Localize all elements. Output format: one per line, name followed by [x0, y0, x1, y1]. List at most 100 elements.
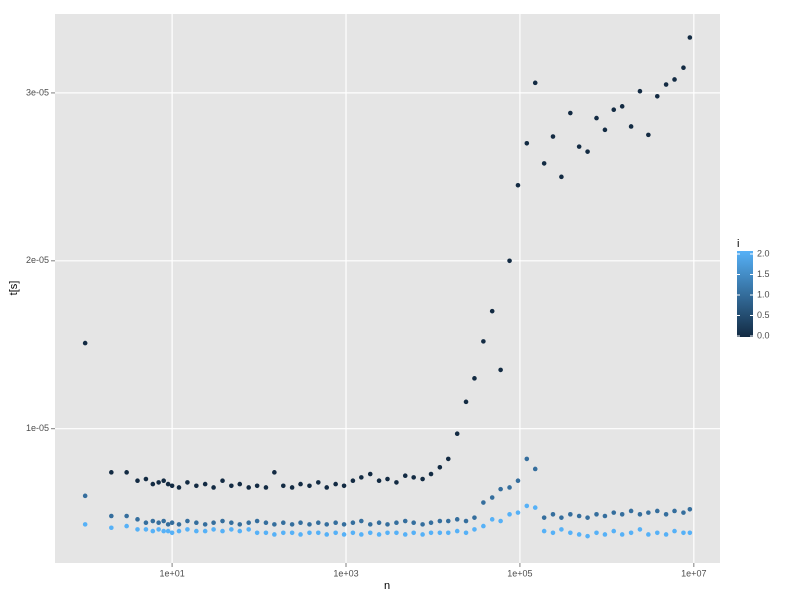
point	[156, 480, 161, 485]
point	[602, 513, 608, 519]
point	[445, 530, 451, 536]
point	[515, 478, 521, 484]
point	[315, 480, 321, 485]
point	[507, 258, 512, 264]
point	[150, 528, 156, 534]
point	[176, 522, 182, 527]
point	[654, 530, 660, 536]
point	[559, 174, 564, 180]
point	[637, 512, 643, 517]
point	[124, 523, 129, 529]
point	[246, 520, 251, 526]
y-axis-title: t[s]	[8, 281, 20, 296]
plot-panel	[55, 14, 720, 563]
point	[402, 532, 408, 537]
point	[394, 530, 399, 536]
point	[498, 518, 503, 524]
point	[315, 520, 321, 526]
point	[541, 161, 547, 166]
point	[165, 522, 171, 527]
point	[176, 485, 182, 490]
point	[341, 522, 347, 527]
point	[263, 520, 269, 526]
point	[489, 495, 495, 500]
point	[672, 528, 677, 534]
series	[82, 456, 693, 527]
legend-label: 0.0	[757, 330, 770, 340]
point	[394, 480, 399, 485]
point	[202, 481, 208, 487]
point	[143, 527, 149, 532]
point	[498, 486, 503, 492]
point	[185, 480, 190, 485]
x-tick-label: 1e+07	[681, 568, 706, 578]
point	[454, 517, 460, 522]
point	[532, 505, 538, 510]
point	[194, 520, 199, 526]
point	[481, 500, 486, 505]
point	[289, 522, 295, 527]
point	[637, 88, 643, 94]
point	[489, 308, 495, 314]
point	[237, 528, 243, 534]
point	[307, 483, 312, 489]
point	[254, 530, 260, 536]
point	[237, 522, 243, 527]
point	[559, 527, 564, 532]
point	[272, 470, 277, 475]
point	[628, 508, 634, 514]
point	[246, 527, 251, 532]
point	[428, 530, 434, 536]
point	[498, 367, 503, 373]
point	[254, 518, 260, 524]
point	[585, 149, 590, 154]
point	[463, 399, 469, 405]
point	[124, 470, 129, 475]
series	[82, 503, 693, 539]
point	[687, 530, 693, 536]
point	[568, 530, 573, 536]
point	[359, 475, 364, 480]
point	[507, 485, 512, 490]
y-tick-label: 1e-05	[26, 423, 49, 433]
point	[611, 510, 617, 515]
point	[194, 483, 199, 489]
point	[532, 80, 538, 86]
point	[211, 485, 216, 490]
point	[402, 518, 408, 524]
point	[315, 530, 321, 536]
point	[324, 532, 330, 537]
point	[619, 532, 625, 537]
point	[237, 481, 243, 487]
point	[594, 512, 599, 517]
point	[420, 532, 425, 537]
point	[376, 520, 382, 526]
point	[280, 483, 286, 489]
point	[576, 144, 582, 149]
point	[202, 528, 208, 534]
point	[169, 520, 175, 526]
point	[220, 478, 225, 484]
point	[176, 528, 182, 534]
point	[202, 522, 208, 527]
point	[481, 339, 486, 344]
point	[350, 530, 356, 536]
point	[454, 528, 460, 534]
point	[367, 471, 373, 477]
point	[324, 485, 330, 490]
point	[532, 466, 538, 472]
point	[333, 520, 338, 526]
point	[220, 528, 225, 534]
point	[376, 478, 382, 484]
point	[568, 110, 573, 116]
point	[576, 532, 582, 537]
point	[646, 532, 651, 537]
point	[663, 512, 669, 517]
point	[161, 528, 166, 534]
point	[619, 104, 625, 109]
point	[109, 525, 114, 531]
point	[341, 532, 347, 537]
point	[165, 481, 171, 487]
point	[481, 523, 486, 529]
